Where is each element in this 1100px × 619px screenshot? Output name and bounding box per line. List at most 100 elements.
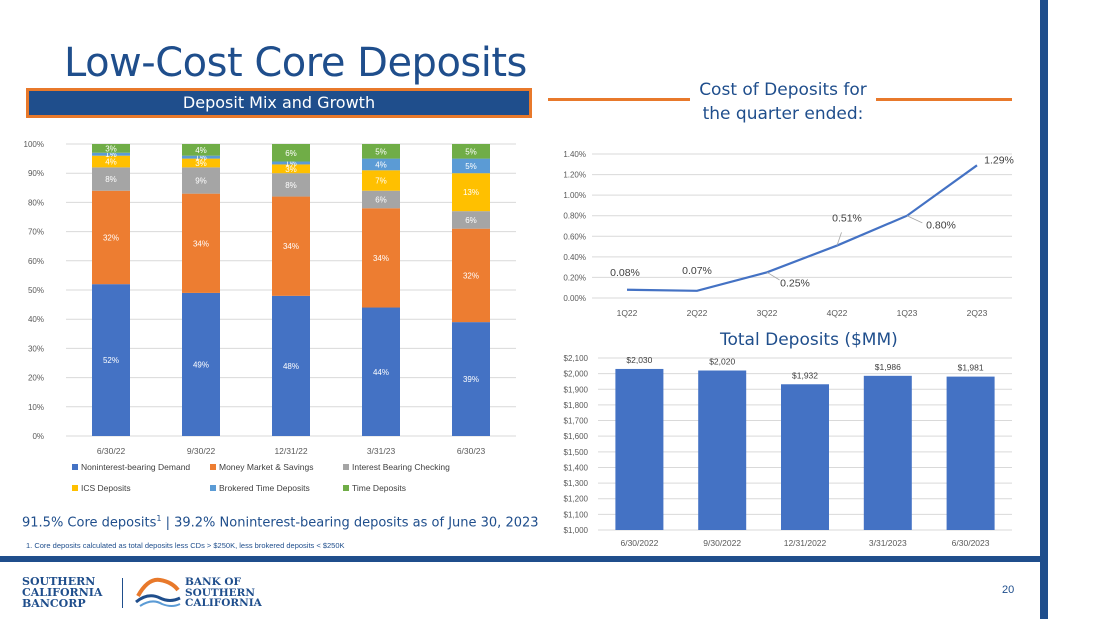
total-y-tick: $1,900 (564, 385, 589, 394)
mix-y-tick: 20% (28, 374, 44, 383)
cost-title-rule-right (876, 98, 1012, 101)
cost-x-tick: 2Q22 (687, 308, 708, 318)
footnote-superscript: 1 (156, 514, 162, 523)
mix-y-tick: 90% (28, 169, 44, 178)
mix-bar-segment (272, 144, 310, 162)
mix-legend-swatch (343, 464, 349, 470)
mix-data-label: 6% (285, 149, 297, 158)
cost-data-label: 0.25% (780, 277, 810, 289)
logo-left-line3: BANCORP (22, 597, 86, 610)
mix-data-label: 49% (193, 360, 209, 369)
cost-title-rule-left (548, 98, 690, 101)
mix-x-tick: 9/30/22 (187, 446, 216, 456)
total-data-label: $1,932 (792, 370, 818, 380)
footnote-pre-text: 91.5% Core deposits (22, 515, 157, 531)
mix-data-label: 6% (465, 216, 477, 225)
mix-data-label: 3% (285, 165, 297, 174)
mix-data-label: 13% (463, 188, 479, 197)
mix-data-label: 5% (465, 147, 477, 156)
total-x-tick: 6/30/2023 (952, 538, 990, 548)
total-y-tick: $1,700 (564, 417, 589, 426)
mix-data-label: 5% (465, 162, 477, 171)
page-number: 20 (1002, 584, 1015, 596)
mix-x-tick: 6/30/23 (457, 446, 486, 456)
total-y-tick: $1,300 (564, 479, 589, 488)
mix-legend-label: Time Deposits (352, 483, 406, 493)
mix-legend-swatch (72, 485, 78, 491)
cost-y-tick: 0.20% (563, 273, 586, 282)
mix-data-label: 1% (285, 159, 297, 168)
deposit-mix-chart: 0% 10% 20% 30% 40% 50% 60% 70% 80% 90% 100% 52% 32% 8… (24, 140, 516, 493)
mix-bar-segment (452, 173, 490, 212)
mix-bar-segment (362, 144, 400, 159)
mix-y-tick: 70% (28, 228, 44, 237)
total-deposits-chart: $1,000 $1,100 $1,200 $1,300 $1,400 $1,500 $1,6… (564, 354, 1012, 548)
mix-legend-label: Noninterest-bearing Demand (81, 462, 190, 472)
core-deposits-footnote: 91.5% Core deposits1 | 39.2% Noninterest… (22, 514, 539, 530)
mix-data-label: 6% (375, 195, 387, 204)
total-data-label: $2,030 (626, 355, 652, 365)
mix-x-tick: 6/30/22 (97, 446, 126, 456)
mix-legend-swatch (210, 464, 216, 470)
mix-bar-segment (182, 144, 220, 156)
logo-right-line3: CALIFORNIA (185, 597, 262, 609)
cost-x-tick: 4Q22 (827, 308, 848, 318)
cost-label-leader (836, 232, 842, 246)
mix-data-label: 34% (283, 242, 299, 251)
total-y-tick: $1,000 (564, 526, 589, 535)
logo-left-line1: SOUTHERN (22, 575, 96, 588)
cost-of-deposits-title: Cost of Deposits for the quarter ended: (690, 78, 876, 126)
cost-title-line1: Cost of Deposits for (699, 80, 867, 100)
total-deposits-title: Total Deposits ($MM) (720, 330, 898, 350)
total-bar (946, 376, 995, 530)
mix-data-label: 3% (105, 144, 117, 153)
logo-right-line1: BANK OF (185, 576, 242, 588)
total-y-tick: $1,400 (564, 463, 589, 472)
cost-data-label: 0.07% (682, 265, 712, 277)
mix-bar-segment (452, 228, 490, 323)
logo-right-line2: SOUTHERN (185, 586, 255, 599)
mix-bar-segment (182, 158, 220, 168)
cost-label-leader (766, 271, 780, 281)
bank-wave-logo-icon (135, 577, 181, 607)
mix-bar-segment (182, 155, 220, 159)
cost-y-tick: 1.20% (563, 171, 586, 180)
mix-bar-segment (272, 295, 310, 436)
mix-y-tick: 80% (28, 198, 44, 207)
total-bar (781, 384, 829, 530)
mix-y-tick: 0% (32, 432, 44, 441)
mix-bar-segment (452, 322, 490, 436)
mix-data-label: 7% (375, 177, 387, 186)
cost-x-tick: 1Q22 (617, 308, 638, 318)
cost-y-tick: 0.40% (563, 253, 586, 262)
total-y-tick: $1,100 (564, 510, 589, 519)
cost-data-label: 0.51% (832, 213, 862, 225)
logo-left-line2: CALIFORNIA (22, 586, 103, 599)
mix-bar-segment (452, 211, 490, 229)
footnote-post-text: | 39.2% Noninterest-bearing deposits as … (161, 515, 539, 531)
mix-data-label: 1% (105, 150, 117, 159)
mix-legend-label: Money Market & Savings (219, 462, 313, 472)
cost-title-line2: the quarter ended: (702, 104, 864, 124)
cost-data-label: 0.80% (926, 220, 956, 232)
bank-of-southern-california-logo: BANK OF SOUTHERN CALIFORNIA (185, 577, 262, 609)
page-title: Low-Cost Core Deposits (64, 40, 527, 86)
mix-data-label: 1% (195, 153, 207, 162)
mix-y-tick: 60% (28, 257, 44, 266)
mix-data-label: 48% (283, 362, 299, 371)
deposit-mix-banner-label: Deposit Mix and Growth (29, 91, 529, 115)
total-y-tick: $1,800 (564, 401, 589, 410)
mix-data-label: 4% (375, 160, 387, 169)
right-accent-bar (1040, 0, 1048, 619)
mix-data-label: 34% (193, 239, 209, 248)
mix-x-tick: 12/31/22 (274, 446, 307, 456)
core-deposits-definition: 1. Core deposits calculated as total dep… (26, 541, 345, 550)
cost-of-deposits-chart: 0.00% 0.20% 0.40% 0.60% 0.80% 1.00% 1.20% 1.40%… (563, 150, 1014, 318)
mix-data-label: 4% (105, 158, 117, 167)
mix-data-label: 9% (195, 177, 207, 186)
mix-bar-segment (182, 193, 220, 293)
mix-data-label: 8% (285, 181, 297, 190)
mix-bar-segment (452, 158, 490, 174)
mix-y-tick: 40% (28, 315, 44, 324)
mix-x-tick: 3/31/23 (367, 446, 396, 456)
